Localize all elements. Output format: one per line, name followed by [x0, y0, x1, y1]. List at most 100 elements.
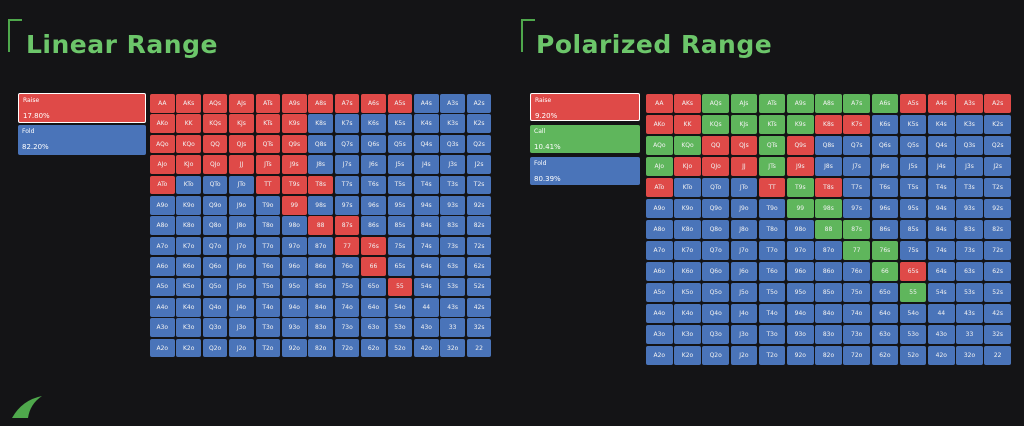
hand-cell: 65s — [387, 257, 413, 276]
hand-cell: 72s — [466, 236, 492, 256]
hand-cell: J4s — [928, 157, 955, 177]
hand-cell: T4s — [414, 175, 439, 195]
hand-cell: 96s — [871, 199, 899, 219]
legend-value: 9.20% — [535, 112, 558, 120]
hand-cell: T3s — [440, 175, 465, 195]
hand-cell: A6s — [871, 94, 899, 114]
hand-cell: K4o — [176, 298, 201, 317]
hand-cell: 64s — [414, 257, 439, 276]
hand-cell: ATs — [255, 94, 281, 113]
hand-cell: AA — [646, 94, 673, 114]
hand-cell: T7s — [334, 175, 360, 195]
hand-cell: Q5s — [387, 134, 413, 154]
hand-cell: K3s — [956, 115, 983, 135]
hand-cell: QTs — [255, 134, 281, 154]
hand-cell: Q2o — [202, 338, 228, 358]
hand-cell: 54s — [414, 277, 439, 297]
hand-cell: 83s — [440, 216, 465, 235]
hand-cell: J2s — [466, 155, 492, 174]
hand-cell: T2s — [984, 178, 1011, 198]
hand-cell: 66 — [361, 257, 386, 276]
hand-cell: T7o — [758, 241, 786, 261]
hand-cell: 73s — [956, 241, 983, 261]
hand-cell: 75s — [899, 241, 927, 261]
hand-cell: 75o — [334, 277, 360, 297]
hand-cell: J9s — [787, 157, 814, 177]
hand-cell: T6o — [758, 262, 786, 282]
hand-cell: Q7o — [702, 241, 729, 261]
hand-cell: 97o — [282, 236, 307, 256]
hand-cell: A4o — [646, 304, 673, 324]
hand-cell: AJo — [150, 155, 175, 174]
hand-cell: T9o — [758, 199, 786, 219]
hand-cell: T5o — [255, 277, 281, 297]
hand-cell: K3o — [674, 325, 701, 345]
hand-cell: J3o — [229, 318, 254, 337]
hand-cell: J4o — [730, 304, 758, 324]
hand-cell: J7s — [334, 155, 360, 174]
hand-cell: 87s — [843, 220, 870, 240]
hand-cell: A5o — [646, 283, 673, 303]
hand-cell: 74s — [414, 236, 439, 256]
hand-cell: Q5s — [899, 136, 927, 156]
hand-cell: T9o — [255, 196, 281, 215]
hand-cell: 84o — [815, 304, 842, 324]
hand-cell: K8s — [815, 115, 842, 135]
hand-cell: 74o — [843, 304, 870, 324]
hand-cell: JTs — [758, 157, 786, 177]
hand-cell: Q6s — [871, 136, 899, 156]
hand-cell: Q6o — [202, 257, 228, 276]
hand-cell: J2o — [730, 346, 758, 366]
hand-cell: 63o — [361, 318, 386, 337]
hand-cell: 64o — [871, 304, 899, 324]
hand-cell: A5o — [150, 277, 175, 297]
hand-cell: A4s — [414, 94, 439, 113]
hand-cell: 63o — [871, 325, 899, 345]
hand-cell: K2o — [674, 346, 701, 366]
hand-cell: 85s — [387, 216, 413, 235]
legend-label: Fold — [22, 128, 35, 135]
hand-cell: 94o — [282, 298, 307, 317]
hand-cell: J5o — [730, 283, 758, 303]
hand-cell: Q6s — [361, 134, 386, 154]
hand-cell: KTo — [176, 175, 201, 195]
hand-cell: A7s — [334, 94, 360, 113]
hand-cell: 83o — [815, 325, 842, 345]
hand-cell: 73o — [334, 318, 360, 337]
hand-cell: 32o — [956, 346, 983, 366]
hand-cell: 43s — [956, 304, 983, 324]
hand-cell: 95o — [787, 283, 814, 303]
hand-cell: K2s — [466, 114, 492, 133]
hand-cell: K4s — [414, 114, 439, 133]
hand-cell: AKs — [674, 94, 701, 114]
hand-cell: T8o — [255, 216, 281, 235]
hand-cell: 53o — [387, 318, 413, 337]
hand-cell: Q7s — [334, 134, 360, 154]
hand-cell: A2s — [466, 94, 492, 113]
hand-cell: 54s — [928, 283, 955, 303]
hand-cell: K4o — [674, 304, 701, 324]
hand-cell: A5s — [387, 94, 413, 113]
hand-cell: T5o — [758, 283, 786, 303]
hand-cell: 94o — [787, 304, 814, 324]
hand-cell: J4o — [229, 298, 254, 317]
hand-cell: 85o — [815, 283, 842, 303]
hand-cell: J8s — [815, 157, 842, 177]
hand-cell: 73s — [440, 236, 465, 256]
hand-cell: J5s — [387, 155, 413, 174]
hand-cell: 62s — [984, 262, 1011, 282]
hand-cell: JTo — [229, 175, 254, 195]
hand-cell: KK — [674, 115, 701, 135]
hand-cell: AJs — [229, 94, 254, 113]
hand-cell: A3o — [646, 325, 673, 345]
hand-cell: 32s — [466, 318, 492, 337]
hand-cell: K7s — [843, 115, 870, 135]
hand-cell: K6s — [871, 115, 899, 135]
hand-cell: Q3s — [956, 136, 983, 156]
hand-cell: A8o — [150, 216, 175, 235]
hand-cell: K9o — [674, 199, 701, 219]
hand-cell: 98o — [787, 220, 814, 240]
hand-cell: Q8s — [308, 134, 333, 154]
hand-cell: 93o — [787, 325, 814, 345]
